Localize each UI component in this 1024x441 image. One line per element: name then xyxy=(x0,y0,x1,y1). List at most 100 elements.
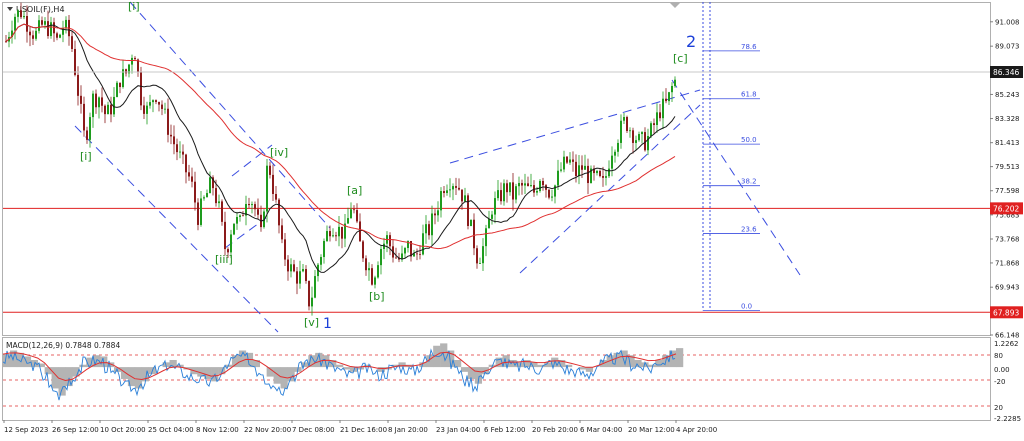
candle-body xyxy=(581,165,583,170)
candle-body xyxy=(188,172,190,177)
candle-body xyxy=(551,196,553,198)
symbol-dropdown-icon[interactable] xyxy=(7,7,13,11)
candle-body xyxy=(611,155,613,169)
candle-body xyxy=(542,180,544,186)
candle-body xyxy=(191,176,193,182)
candle-body xyxy=(110,104,112,115)
wedge-line-lower xyxy=(519,104,701,274)
macd-histogram-bar xyxy=(16,352,25,368)
macd-histogram-bar xyxy=(134,367,143,389)
wave-label-1: 1 xyxy=(323,316,332,332)
macd-histogram-bar xyxy=(44,367,52,375)
time-tick-label: 4 Apr 20:00 xyxy=(676,426,717,434)
candle-body xyxy=(146,105,148,114)
macd-levels xyxy=(3,354,990,407)
wave-label-c: [c] xyxy=(673,52,688,65)
candle-body xyxy=(599,170,601,177)
macd-histogram-bar xyxy=(72,367,80,377)
time-axis-labels: 12 Sep 2023 26 Sep 12:00 10 Oct 20:00 25 Oc… xyxy=(3,420,717,434)
candle-body xyxy=(650,123,652,137)
time-tick-label: 8 Jan 20:00 xyxy=(388,426,428,434)
candle-body xyxy=(134,57,136,60)
macd-histogram-bar xyxy=(509,359,517,368)
candle-body xyxy=(596,170,598,174)
macd-histogram-bar xyxy=(377,367,385,372)
candle-body xyxy=(248,203,250,206)
projection-line xyxy=(671,79,801,276)
time-tick-label: 20 Mar 12:00 xyxy=(628,426,675,434)
macd-histogram-bar xyxy=(65,367,73,387)
candle-body xyxy=(608,168,610,177)
candle-body xyxy=(293,264,295,272)
candle-body xyxy=(164,108,166,110)
macd-histogram-bar xyxy=(120,367,129,379)
price-axis-ticks: 91.00889.07387.15885.24383.32881.41379.5… xyxy=(990,18,1020,340)
candle-body xyxy=(434,213,436,216)
macd-histogram-bar xyxy=(398,362,406,368)
candle-body xyxy=(467,195,469,226)
price-tick-label: 69.943 xyxy=(995,284,1020,292)
candle-body xyxy=(26,16,28,32)
macd-panel-frame xyxy=(2,337,991,421)
wave-label-i: [i] xyxy=(80,150,92,163)
candle-body xyxy=(455,186,457,188)
candle-body xyxy=(485,228,487,247)
candle-body xyxy=(548,189,550,198)
macd-histogram-bar xyxy=(197,367,205,377)
candle-body xyxy=(281,225,283,240)
macd-histogram-bar xyxy=(287,367,295,382)
candle-body xyxy=(245,203,247,216)
candle-body xyxy=(275,193,277,200)
candle-body xyxy=(230,234,232,253)
price-tick-label: 89.073 xyxy=(995,43,1020,51)
shift-marker-icon[interactable] xyxy=(670,3,680,8)
candle-body xyxy=(437,210,439,216)
candle-body xyxy=(539,180,541,191)
candle-body xyxy=(365,258,367,271)
candle-body xyxy=(170,134,172,137)
candle-body xyxy=(17,10,19,17)
macd-histogram-bar xyxy=(585,367,594,372)
macd-histogram-bar xyxy=(564,364,573,368)
candle-body xyxy=(668,92,670,102)
price-tick-label: 81.413 xyxy=(995,139,1020,147)
candle-body xyxy=(656,112,658,126)
candle-body xyxy=(422,233,424,255)
candle-body xyxy=(311,297,313,307)
candle-body xyxy=(401,253,403,260)
candle-body xyxy=(524,183,526,186)
candle-body xyxy=(341,226,343,239)
candle-body xyxy=(182,151,184,155)
candle-body xyxy=(29,31,31,36)
candle-body xyxy=(185,154,187,173)
wave-label-a: [a] xyxy=(347,184,362,197)
candle-body xyxy=(359,221,361,242)
macd-histogram-bar xyxy=(308,355,316,368)
fib-level-label: 50.0 xyxy=(741,136,757,144)
main-panel-frame xyxy=(2,2,991,336)
candle-body xyxy=(617,142,619,152)
candle-body xyxy=(425,224,427,234)
candle-body xyxy=(605,176,607,178)
support-level-value: 67.893 xyxy=(993,308,1019,317)
macd-histogram-bar xyxy=(141,367,150,382)
fibonacci-retracement[interactable]: 78.6 61.8 50.0 38.2 23.6 0.0 xyxy=(702,2,760,311)
candle-body xyxy=(377,265,379,278)
candle-body xyxy=(554,185,556,197)
candle-body xyxy=(23,16,25,18)
candle-body xyxy=(167,108,169,135)
candle-body xyxy=(20,10,22,18)
candle-body xyxy=(284,239,286,260)
candle-body xyxy=(428,224,430,236)
candle-body xyxy=(395,257,397,259)
macd-histogram-bar xyxy=(648,364,656,368)
macd-axis-ticks: 1.2262 80 0.00 -20 20 -2.2285 xyxy=(994,340,1021,423)
candle-body xyxy=(161,104,163,109)
macd-histogram-bar xyxy=(51,367,59,389)
candle-body xyxy=(98,97,100,108)
macd-histogram-bar xyxy=(578,367,587,370)
candle-body xyxy=(452,186,454,190)
macd-histogram-bar xyxy=(252,359,261,368)
candle-body xyxy=(560,169,562,171)
